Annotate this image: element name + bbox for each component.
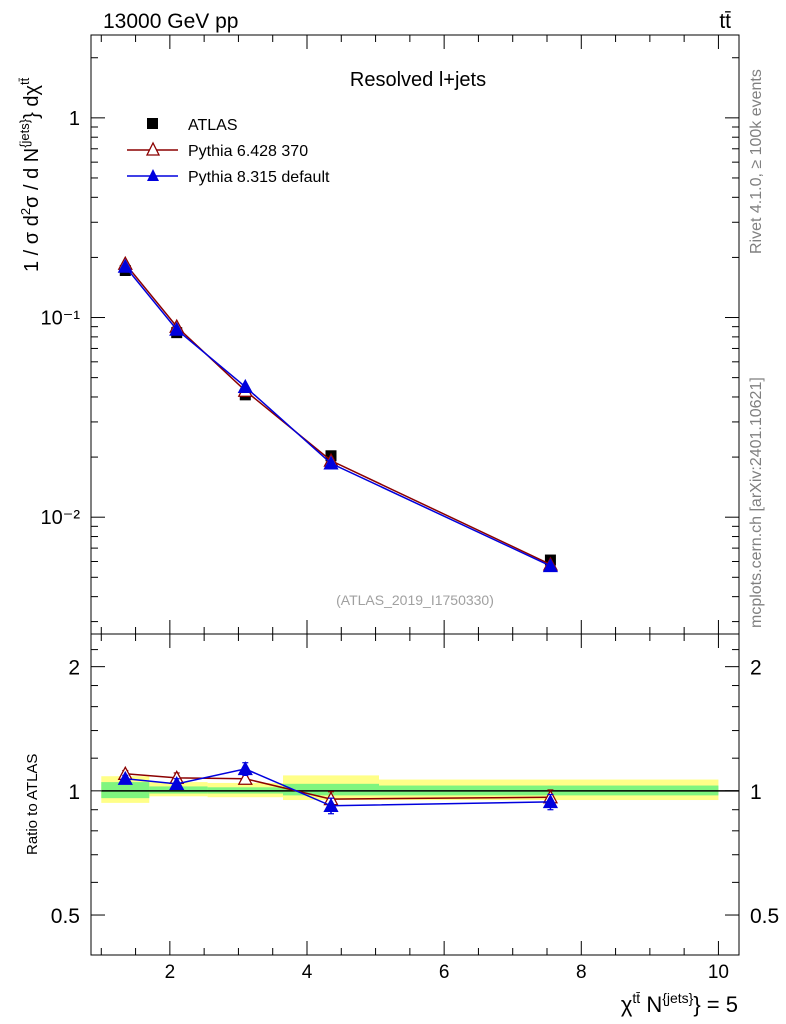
ratio-y-label: Ratio to ATLAS (24, 754, 41, 855)
analysis-label: (ATLAS_2019_I1750330) (336, 592, 494, 608)
legend-label-pythia8: Pythia 8.315 default (188, 169, 330, 186)
pythia8-ratio-point (117, 770, 133, 785)
x-axis-label: χtt̄ N{jets}} = 5 (621, 990, 738, 1017)
legend-label-atlas: ATLAS (188, 117, 238, 134)
ratio-y-tick-label-right: 1 (750, 781, 762, 804)
x-tick-label: 6 (439, 962, 450, 983)
pythia6-line (124, 263, 551, 566)
ratio-y-tick-label-right: 0.5 (750, 905, 779, 928)
pythia8-ratio-point (542, 794, 559, 809)
main-y-tick-label: 1 (69, 108, 80, 130)
legend-label-pythia6: Pythia 6.428 370 (188, 143, 308, 160)
x-tick-label: 10 (708, 962, 729, 983)
pythia8-point (542, 558, 559, 573)
pythia8-point (237, 378, 253, 393)
main-plot: 1 10⁻¹ 10⁻² (41, 35, 739, 634)
process-label: tt̄ (719, 10, 731, 33)
ratio-y-tick-label: 0.5 (51, 905, 80, 928)
pythia8-ratio-point (237, 761, 253, 776)
main-title: Resolved l+jets (350, 69, 486, 91)
pythia8-line (124, 266, 551, 567)
ratio-plot: 2 4 6 8 10 2 2 1 1 0.5 0.5 (51, 633, 779, 983)
x-tick-label: 8 (576, 962, 587, 983)
ratio-y-tick-label: 1 (68, 781, 80, 804)
y-axis-label: 1 / σ d2σ / d N{jets}} dχtt̄ (17, 77, 43, 272)
pythia8-ratio-point (169, 775, 185, 790)
ratio-band-inner (283, 783, 379, 796)
ratio-frame (90, 633, 740, 956)
pythia8-ratio-point (323, 797, 339, 812)
main-y-tick-label: 10⁻² (41, 507, 81, 529)
source-label: mcplots.cern.ch [arXiv:2401.10621] (748, 377, 765, 628)
pythia6-ratio-point (237, 770, 253, 785)
legend: ATLAS Pythia 6.428 370 Pythia 8.315 defa… (127, 117, 330, 186)
pythia8-point (323, 455, 339, 470)
legend-marker-pythia6 (145, 141, 161, 156)
ratio-y-tick-label: 2 (68, 657, 80, 680)
legend-marker-pythia8 (147, 169, 159, 181)
x-tick-label: 2 (165, 962, 176, 983)
legend-marker-atlas (147, 118, 158, 129)
pythia8-point (117, 258, 133, 273)
rivet-label: Rivet 4.1.0, ≥ 100k events (748, 69, 765, 254)
energy-label: 13000 GeV pp (103, 10, 238, 33)
ratio-y-tick-label-right: 2 (750, 657, 762, 680)
x-tick-label: 4 (302, 962, 313, 983)
main-y-tick-label: 10⁻¹ (41, 308, 81, 330)
pythia8-point (169, 321, 185, 336)
